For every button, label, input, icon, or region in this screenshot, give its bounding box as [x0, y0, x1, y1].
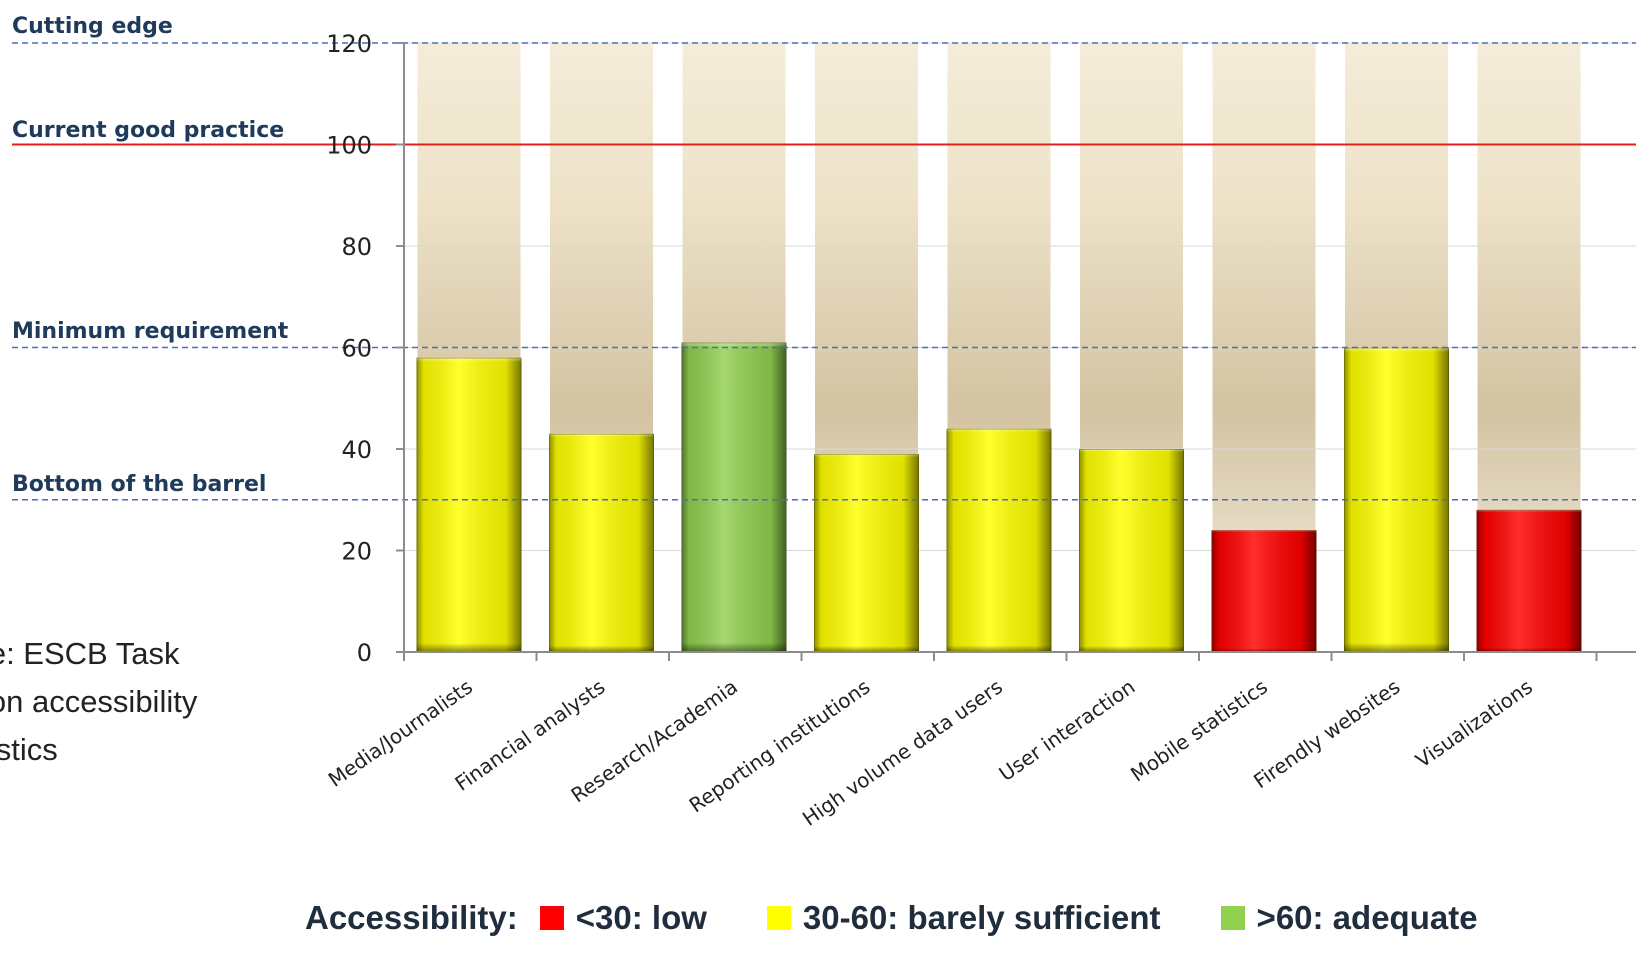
bar — [681, 342, 787, 652]
bar — [549, 433, 654, 652]
legend-swatch-barely-sufficient — [766, 906, 791, 930]
reference-label: Bottom of the barrel — [12, 472, 266, 497]
y-tick-label: 20 — [341, 538, 372, 566]
legend-label-adequate: >60: adequate — [1256, 899, 1478, 936]
y-tick-label: 120 — [326, 30, 372, 58]
bar — [1211, 530, 1317, 653]
legend: Accessibility: <30: low 30-60: barely su… — [305, 893, 1478, 943]
x-category-label: User interaction — [994, 674, 1139, 785]
reference-label: Minimum requirement — [12, 319, 289, 344]
bar — [1476, 509, 1582, 652]
legend-swatch-low — [539, 906, 564, 930]
y-tick-label: 0 — [357, 639, 372, 667]
bar-bevel — [549, 433, 654, 652]
legend-label-barely-sufficient: 30-60: barely sufficient — [802, 899, 1161, 936]
bar-bevel — [814, 454, 919, 652]
reference-label: Current good practice — [12, 118, 284, 143]
bar-bevel — [1079, 449, 1184, 652]
legend-item-low: <30: low — [539, 899, 707, 937]
legend-item-barely-sufficient: 30-60: barely sufficient — [766, 899, 1161, 937]
bar-bevel — [946, 428, 1052, 652]
legend-item-adequate: >60: adequate — [1220, 899, 1478, 937]
bar-bevel — [1211, 530, 1317, 652]
bar-bevel — [681, 342, 787, 652]
bar-bevel — [416, 357, 522, 652]
reference-label: Cutting edge — [12, 14, 173, 39]
x-category-label: Mobile statistics — [1126, 674, 1272, 786]
source-note: rce: ESCB Task e on accessibility atisti… — [0, 636, 198, 767]
x-category-label: Firendly websites — [1249, 674, 1404, 793]
y-tick-label: 60 — [341, 335, 372, 363]
legend-label-low: <30: low — [575, 899, 707, 936]
bar — [946, 428, 1052, 653]
bar — [1079, 449, 1184, 652]
legend-title: Accessibility: — [305, 899, 518, 936]
x-category-label: Visualizations — [1411, 674, 1537, 772]
y-tick-label: 100 — [326, 132, 372, 160]
bar-bevel — [1476, 509, 1582, 652]
bar — [814, 454, 919, 653]
y-tick-label: 40 — [341, 436, 372, 464]
legend-swatch-adequate — [1220, 906, 1245, 930]
y-tick-label: 80 — [341, 233, 372, 261]
bar — [416, 357, 522, 652]
